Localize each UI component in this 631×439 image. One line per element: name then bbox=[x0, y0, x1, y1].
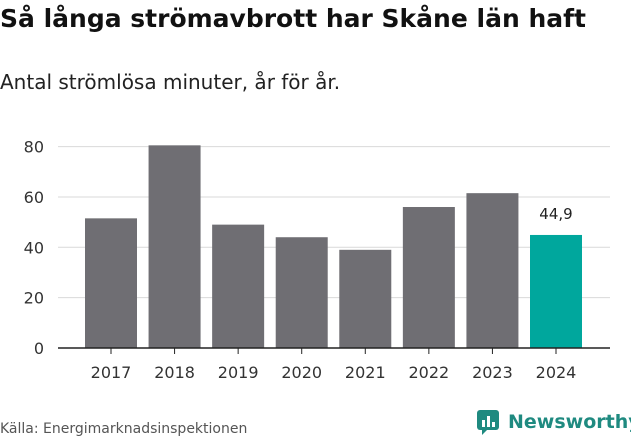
y-tick-label: 60 bbox=[24, 188, 44, 207]
brand-logo: Newsworthy bbox=[476, 409, 631, 435]
bar-2017 bbox=[85, 218, 137, 348]
bar-2022 bbox=[402, 207, 455, 348]
y-tick-label: 20 bbox=[24, 289, 44, 308]
chart-subtitle: Antal strömlösa minuter, år för år. bbox=[0, 70, 341, 94]
bar-2020 bbox=[275, 237, 328, 348]
newsworthy-logo-icon bbox=[477, 410, 499, 435]
x-tick-label-2023: 2023 bbox=[472, 363, 513, 382]
chart-title: Så långa strömavbrott har Skåne län haft bbox=[0, 4, 586, 33]
y-tick-label: 0 bbox=[34, 339, 44, 358]
x-tick-label-2024: 2024 bbox=[536, 363, 577, 382]
y-tick-label: 40 bbox=[24, 238, 44, 257]
x-tick-label-2020: 2020 bbox=[281, 363, 322, 382]
labels: 0 20 40 60 80 2017 2018 2019 2020 2021 2022 2023 202… bbox=[24, 138, 577, 382]
bar-2023 bbox=[466, 193, 519, 348]
x-tick-label-2018: 2018 bbox=[154, 363, 195, 382]
data-label-2024: 44,9 bbox=[539, 205, 572, 223]
bars bbox=[85, 145, 582, 348]
bar-2021 bbox=[339, 249, 392, 348]
axes bbox=[58, 347, 610, 354]
bar-2019 bbox=[212, 224, 265, 348]
bar-2018 bbox=[148, 145, 201, 348]
source-note: Källa: Energimarknadsinspektionen bbox=[0, 421, 248, 437]
x-tick-label-2021: 2021 bbox=[345, 363, 386, 382]
x-tick-label-2022: 2022 bbox=[408, 363, 449, 382]
brand-name: Newsworthy bbox=[508, 411, 631, 433]
bar-2024 bbox=[530, 234, 582, 348]
gridlines bbox=[58, 146, 610, 299]
y-tick-label: 80 bbox=[24, 138, 44, 157]
x-tick-label-2019: 2019 bbox=[218, 363, 259, 382]
x-tick-label-2017: 2017 bbox=[91, 363, 132, 382]
